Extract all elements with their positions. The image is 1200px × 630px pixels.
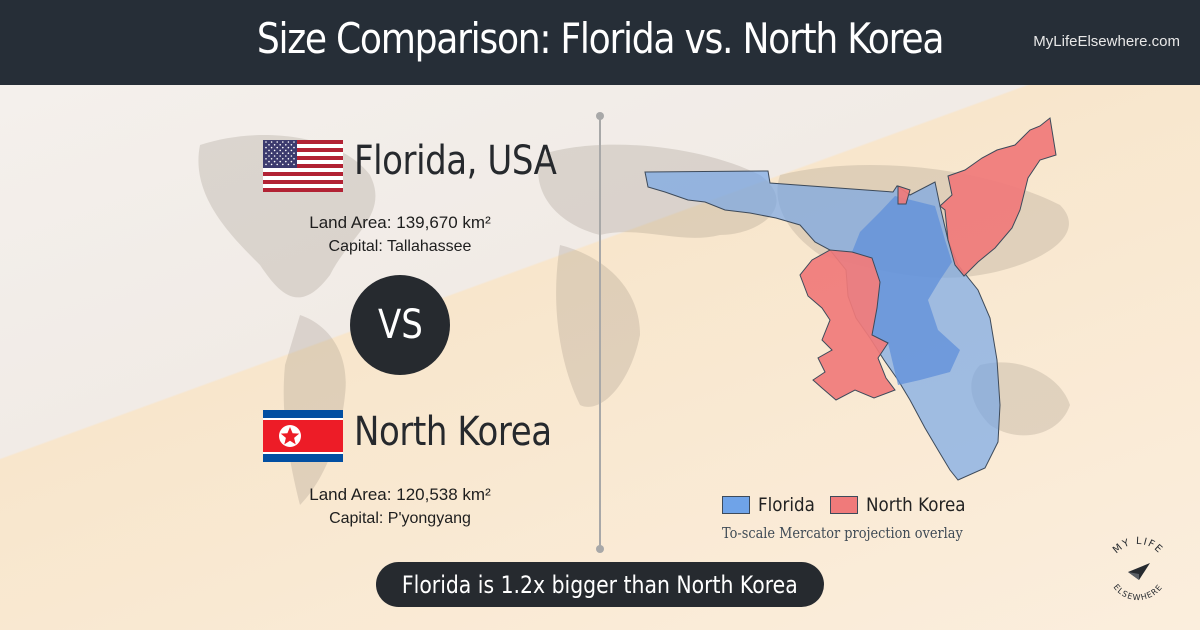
paper-plane-icon [1128,563,1150,580]
page-title: Size Comparison: Florida vs. North Korea [256,14,945,63]
country1-area: Land Area: 139,670 km² [200,213,600,233]
north-korea-shape [799,117,1057,401]
legend-label-florida: Florida [758,494,815,516]
country1-capital-value: Tallahassee [386,238,472,255]
vs-badge: VS [350,275,450,375]
country1-capital: Capital: Tallahassee [200,238,600,256]
country2-capital-label: Capital: [329,510,384,527]
divider-top-dot [596,112,604,120]
us-flag [263,140,343,192]
svg-text:ELSEWHERE: ELSEWHERE [1112,582,1165,602]
vs-label: VS [377,302,423,348]
country1-area-label: Land Area: [309,213,392,232]
country2-area: Land Area: 120,538 km² [200,485,600,505]
legend-north-korea: North Korea [830,494,979,516]
divider-line [599,117,601,549]
country2-name: North Korea [354,409,552,455]
north-korea-swatch [830,496,858,514]
overlap-region [852,196,960,385]
logo-text-bottom: ELSEWHERE [1112,582,1164,602]
legend-label-north-korea: North Korea [866,494,966,516]
svg-text:MY LIFE: MY LIFE [1111,536,1165,556]
legend-florida: Florida [722,494,823,516]
header-bar: Size Comparison: Florida vs. North Korea… [0,0,1200,85]
my-life-elsewhere-logo[interactable]: MY LIFE ELSEWHERE [1098,530,1178,610]
site-link[interactable]: MyLifeElsewhere.com [1033,33,1180,50]
logo-text-top: MY LIFE [1111,536,1164,556]
florida-swatch [722,496,750,514]
country1-name: Florida, USA [354,138,557,184]
country2-capital: Capital: P'yongyang [200,510,600,528]
country1-capital-label: Capital: [328,238,383,255]
verdict-banner: Florida is 1.2x bigger than North Korea [376,562,824,607]
verdict-text: Florida is 1.2x bigger than North Korea [402,570,798,599]
country2-area-label: Land Area: [309,485,392,504]
country2-capital-value: P'yongyang [387,510,471,527]
country1-area-value: 139,670 km² [396,213,491,232]
map-overlay [644,117,1057,481]
north-korea-flag [263,410,343,462]
divider-bottom-dot [596,545,604,553]
map-note: To-scale Mercator projection overlay [722,524,963,542]
country2-area-value: 120,538 km² [396,485,491,504]
